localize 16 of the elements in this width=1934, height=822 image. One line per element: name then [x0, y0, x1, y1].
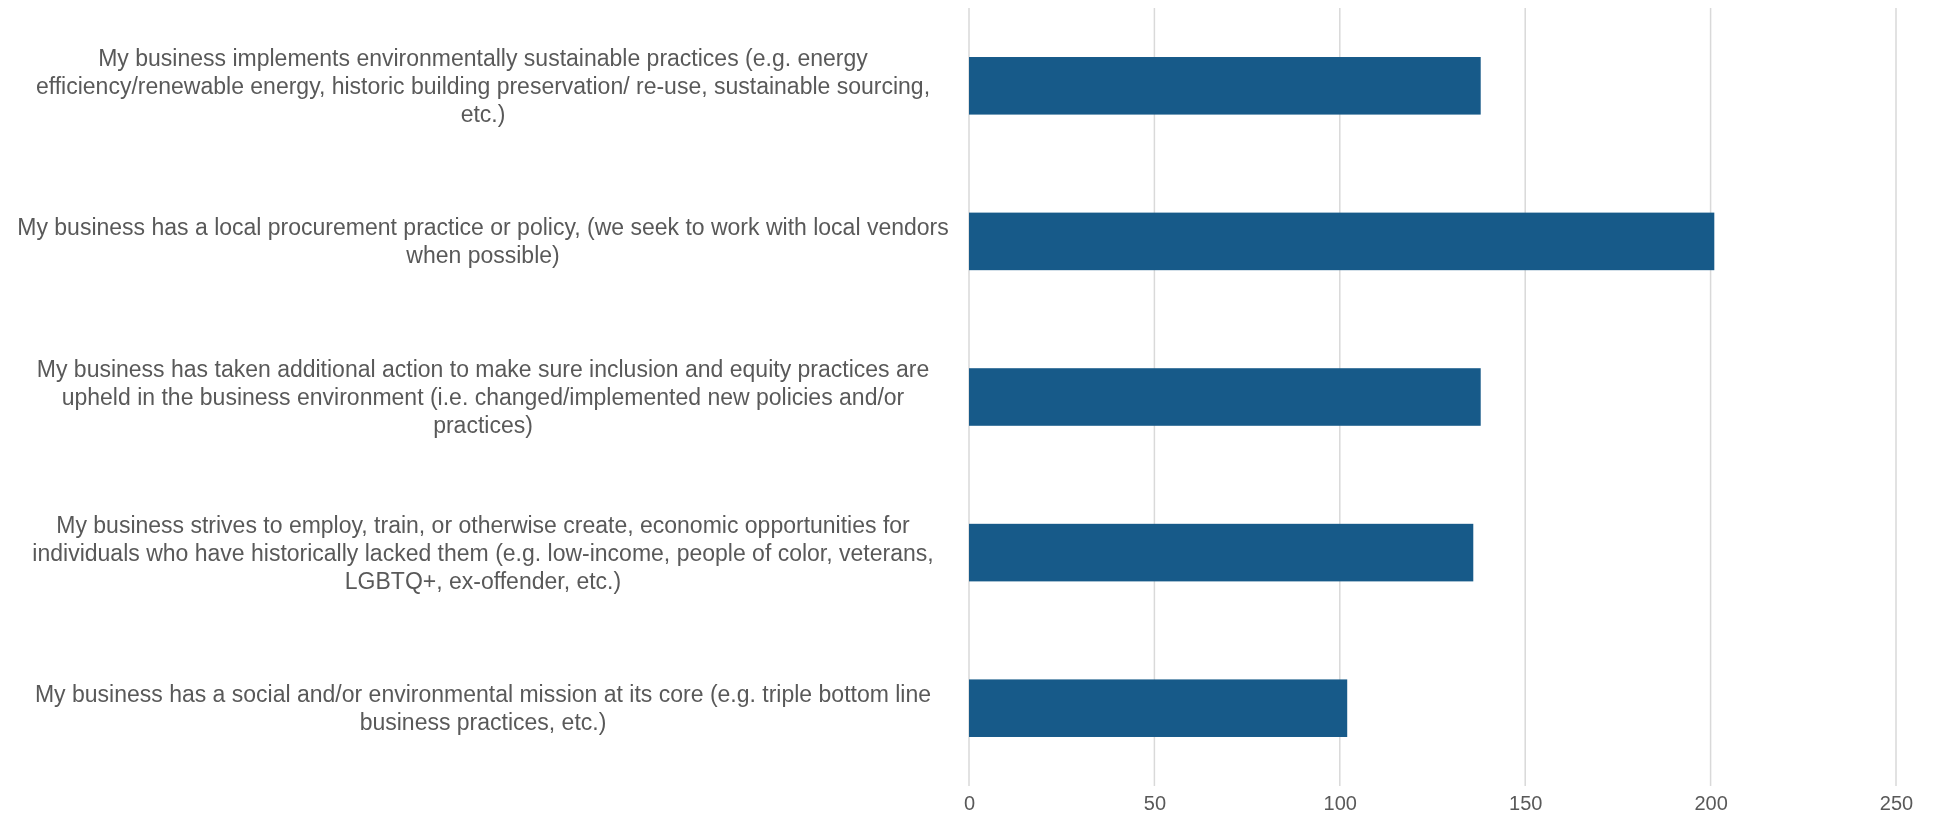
- bar: [969, 523, 1474, 582]
- y-tick-label: My business has a local procurement practice or policy, (we seek to work with local vendors when possible): [17, 214, 949, 269]
- y-tick-label: My business strives to employ, train, or otherwise create, economic opportunities for individuals who have historically lacked them (e.g. low-income, people of color, veterans, LGBTQ+, ex-offender, etc.): [32, 511, 934, 594]
- x-tick-label: 100: [1323, 792, 1357, 815]
- y-tick-label: My business has taken additional action to make sure inclusion and equity practices are upheld in the business environment (i.e. changed/implemented new policies and/or practices): [36, 356, 930, 439]
- x-tick-label: 200: [1694, 792, 1728, 815]
- bar: [969, 368, 1481, 426]
- x-tick-label: 150: [1509, 792, 1543, 815]
- y-tick-label: My business implements environmentally sustainable practices (e.g. energy efficiency/renewable energy, historic building preservation/ re-use, sustainable sourcing, etc.): [35, 44, 931, 127]
- bar: [969, 57, 1481, 115]
- x-tick-label: 50: [1143, 792, 1167, 815]
- x-tick-label: 0: [963, 792, 976, 815]
- bar: [969, 679, 1348, 737]
- bar: [969, 212, 1715, 271]
- x-tick-label: 250: [1879, 792, 1914, 815]
- y-tick-label: My business has a social and/or environmental mission at its core (e.g. triple bottom line business practices, etc.): [34, 681, 932, 736]
